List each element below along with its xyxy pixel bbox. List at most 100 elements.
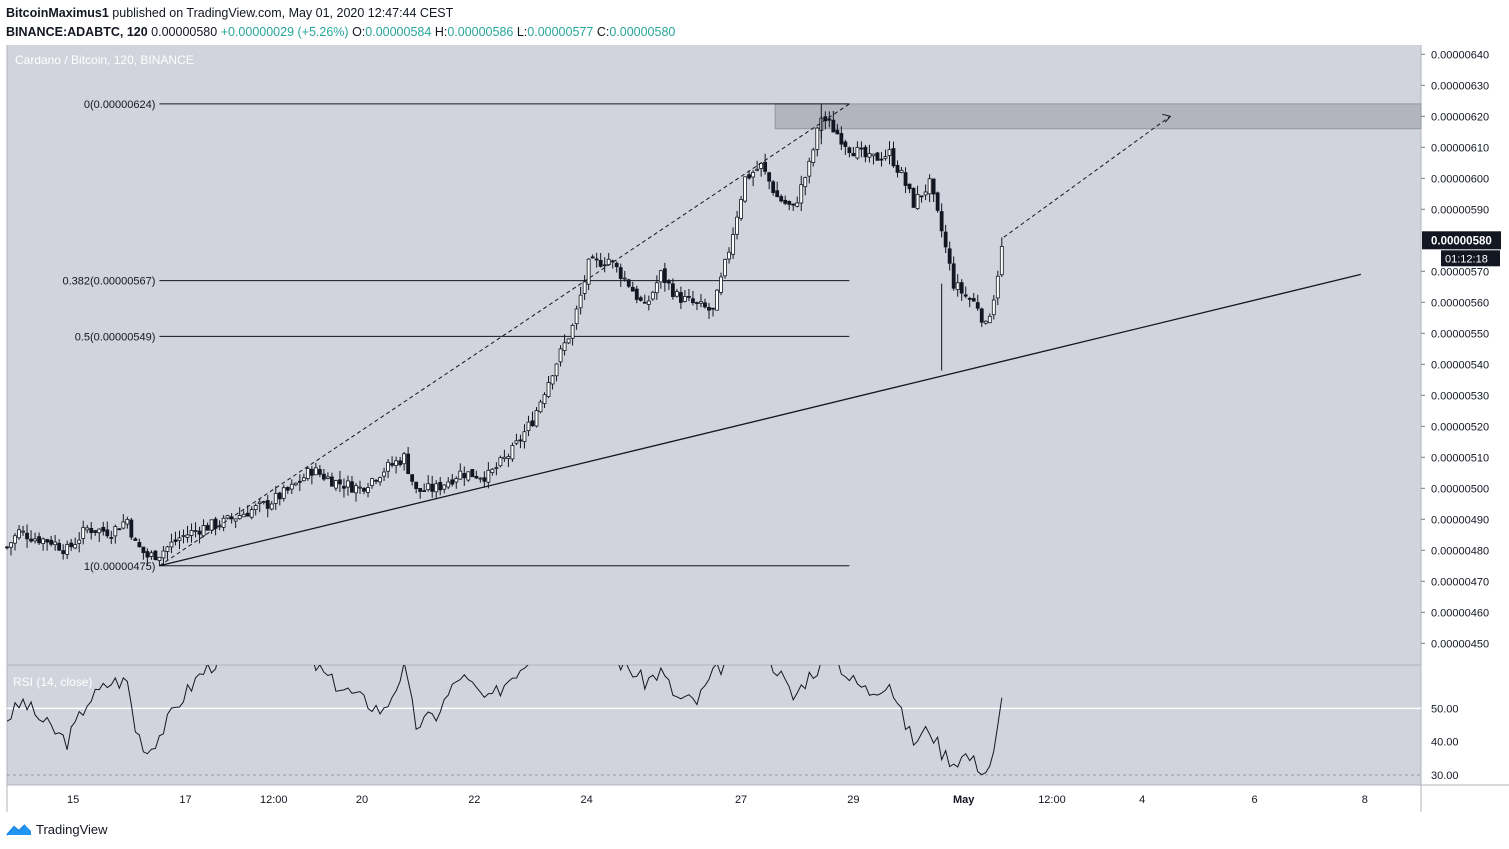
candle (486, 469, 491, 483)
chart-header: BitcoinMaximus1 published on TradingView… (6, 4, 675, 42)
x-tick-label: 17 (179, 794, 191, 806)
candle (430, 483, 435, 492)
fib-level-label: 0.382(0.00000567) (62, 276, 155, 288)
x-tick-label: 8 (1362, 794, 1368, 806)
candle (422, 490, 427, 492)
candle (5, 546, 9, 549)
candle (614, 262, 619, 268)
candle (578, 294, 583, 309)
candle (895, 165, 900, 173)
candle (562, 342, 567, 351)
candle (783, 199, 788, 204)
y-tick-label: 0.00000450 (1431, 638, 1489, 650)
candle (787, 200, 792, 205)
candle (699, 301, 703, 304)
candle (193, 530, 198, 532)
candle (510, 445, 515, 460)
candle (394, 460, 399, 466)
candle (975, 302, 980, 309)
candle (257, 501, 262, 504)
candle (574, 308, 579, 325)
candle (181, 535, 186, 537)
candle (526, 421, 531, 431)
candle (951, 263, 956, 289)
candle (935, 192, 940, 211)
candle (305, 468, 310, 479)
candle (346, 480, 350, 488)
x-tick-label: 22 (468, 794, 480, 806)
candle (618, 267, 623, 279)
y-tick-label: 0.00000510 (1431, 452, 1489, 464)
candle (153, 550, 158, 561)
candle (57, 542, 62, 551)
tradingview-brand[interactable]: TradingView (36, 822, 108, 837)
candle (971, 298, 976, 302)
candle (161, 550, 166, 559)
candle (85, 527, 90, 531)
candle (241, 513, 246, 518)
candle (65, 544, 70, 555)
candle (17, 529, 21, 539)
y-tick-label: 0.00000520 (1431, 421, 1489, 433)
candle (795, 202, 800, 207)
candle (594, 258, 599, 261)
candle (157, 556, 162, 561)
candle (871, 153, 876, 157)
candle (253, 505, 258, 510)
candle (506, 456, 511, 459)
candle (169, 541, 174, 548)
y-tick-label: 0.00000560 (1431, 297, 1489, 309)
candle (277, 492, 282, 500)
resistance-zone (774, 103, 1422, 130)
candle (378, 477, 382, 483)
candle (630, 286, 635, 292)
candle (317, 469, 322, 475)
candle (767, 172, 772, 182)
candle (249, 509, 254, 518)
candle (494, 467, 499, 469)
candle (502, 456, 507, 460)
candle (835, 129, 840, 135)
fib-level-label: 0(0.00000624) (84, 99, 156, 111)
open-label: O: (352, 25, 366, 39)
candle (582, 281, 587, 294)
author-name[interactable]: BitcoinMaximus1 (6, 6, 109, 20)
candle (438, 481, 443, 491)
candle (907, 183, 912, 190)
y-tick-label: 0.00000540 (1431, 359, 1489, 371)
candle (374, 479, 378, 482)
candle (807, 160, 812, 177)
candle (915, 194, 920, 209)
candle (883, 156, 888, 159)
candle (650, 291, 655, 300)
candle (939, 211, 944, 232)
candle (354, 485, 358, 494)
open-value: 0.00000584 (365, 25, 432, 39)
fib-level-label: 1(0.00000475) (84, 561, 156, 573)
candle (919, 195, 924, 198)
y-tick-label: 0.00000550 (1431, 328, 1489, 340)
candle (265, 500, 270, 509)
candle (382, 471, 386, 477)
candle (911, 187, 916, 208)
candle (739, 199, 743, 219)
candle (707, 307, 711, 311)
candle (931, 178, 936, 195)
ascending-support-line (159, 273, 1361, 567)
candle (827, 118, 832, 121)
chart-title: Cardano / Bitcoin, 120, BINANCE (15, 53, 194, 67)
x-tick-label: 6 (1251, 794, 1257, 806)
candle (73, 544, 78, 549)
candle (362, 487, 366, 492)
candle (859, 147, 864, 150)
candle (29, 538, 33, 542)
candle (542, 394, 547, 404)
candle (358, 486, 362, 489)
candle (879, 158, 884, 161)
candle (991, 299, 996, 316)
candle (683, 296, 687, 302)
y-tick-label: 0.00000610 (1431, 142, 1489, 154)
candle (418, 487, 423, 492)
countdown-label: 01:12:18 (1445, 253, 1488, 265)
